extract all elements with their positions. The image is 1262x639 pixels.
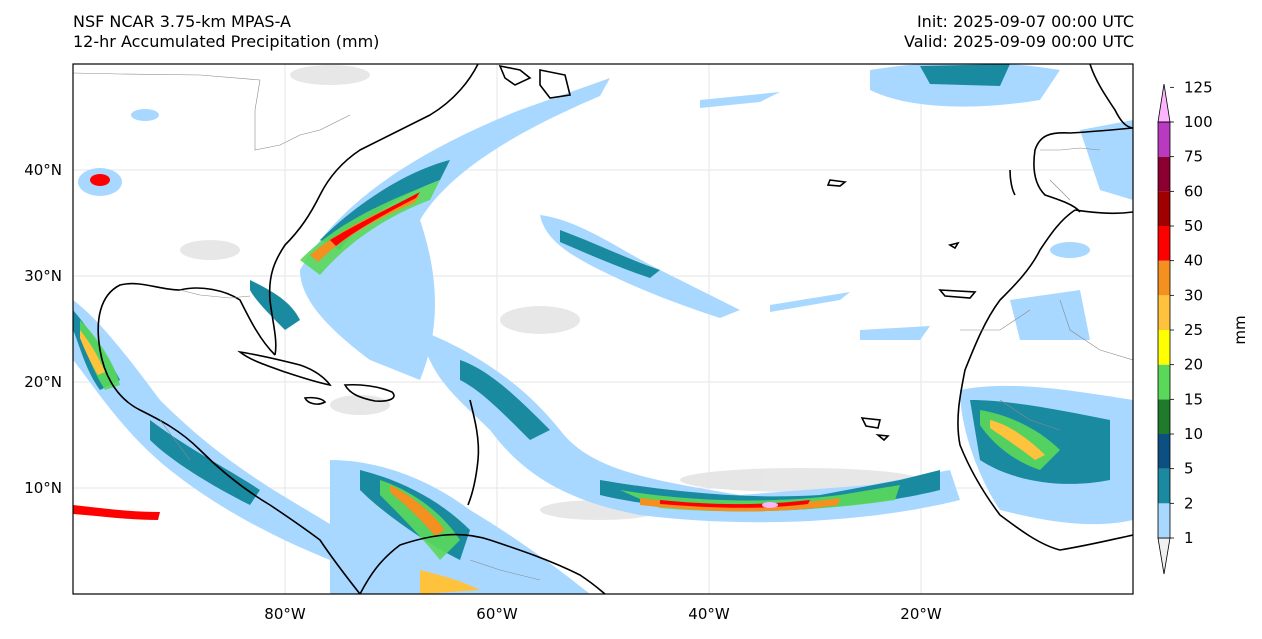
colorbar-segment xyxy=(1158,330,1170,365)
x-tick-label: 20°W xyxy=(900,605,942,623)
y-tick-label: 10°N xyxy=(24,479,62,497)
colorbar-tick-label: 30 xyxy=(1184,286,1203,304)
borders xyxy=(73,72,1133,581)
colorbar-extend-high xyxy=(1157,83,1171,123)
y-tick-label: 30°N xyxy=(24,267,62,285)
colorbar-tick-label: 1 xyxy=(1184,529,1194,547)
init-time: Init: 2025-09-07 00:00 UTC xyxy=(916,12,1134,31)
colorbar-segment xyxy=(1158,226,1170,261)
colorbar-extend-low xyxy=(1157,537,1171,575)
colorbar-tick-label: 60 xyxy=(1184,182,1203,200)
colorbar-tick-label: 20 xyxy=(1184,356,1203,374)
y-tick-label: 40°N xyxy=(24,161,62,179)
colorbar-segment xyxy=(1158,191,1170,226)
colorbar-segment xyxy=(1158,364,1170,400)
title-right: Init: 2025-09-07 00:00 UTC Valid: 2025-0… xyxy=(904,12,1134,52)
colorbar-tick-label: 25 xyxy=(1184,321,1203,339)
intense-precip xyxy=(73,174,1045,594)
colorbar-unit-label: mm xyxy=(1231,315,1249,344)
colorbar-tick-label: 2 xyxy=(1184,494,1194,512)
model-name: NSF NCAR 3.75-km MPAS-A xyxy=(73,12,291,31)
y-tick-label: 20°N xyxy=(24,373,62,391)
colorbar-segment xyxy=(1158,468,1170,504)
x-tick-label: 60°W xyxy=(476,605,518,623)
valid-time: Valid: 2025-09-09 00:00 UTC xyxy=(903,32,1134,51)
colorbar-tick-label: 125 xyxy=(1184,78,1213,96)
colorbar-segment xyxy=(1158,260,1170,296)
colorbar-tick-label: 15 xyxy=(1184,390,1203,408)
colorbar-tick-label: 75 xyxy=(1184,148,1203,166)
map-frame xyxy=(72,63,1134,595)
colorbar-tick-label: 50 xyxy=(1184,217,1203,235)
x-tick-label: 80°W xyxy=(264,605,306,623)
x-tick-labels: 80°W 60°W 40°W 20°W xyxy=(264,605,942,623)
colorbar-tick-label: 40 xyxy=(1184,252,1203,270)
colorbar-tick-label: 100 xyxy=(1184,113,1213,131)
title-left: NSF NCAR 3.75-km MPAS-A 12-hr Accumulate… xyxy=(73,12,379,52)
colorbar-segment xyxy=(1158,122,1170,157)
colorbar-segment xyxy=(1158,156,1170,192)
colorbar-segment xyxy=(1158,503,1170,538)
y-tick-labels: 40°N 30°N 20°N 10°N xyxy=(24,161,62,497)
colorbar-segment xyxy=(1158,295,1170,330)
field-name: 12-hr Accumulated Precipitation (mm) xyxy=(73,32,380,51)
colorbar-tick-label: 5 xyxy=(1184,460,1194,478)
colorbar-segment xyxy=(1158,399,1170,434)
coastlines xyxy=(97,64,1133,594)
colorbar-segment xyxy=(1158,434,1170,469)
colorbar-tick-label: 10 xyxy=(1184,425,1203,443)
map-area xyxy=(73,64,1133,594)
x-tick-label: 40°W xyxy=(688,605,730,623)
